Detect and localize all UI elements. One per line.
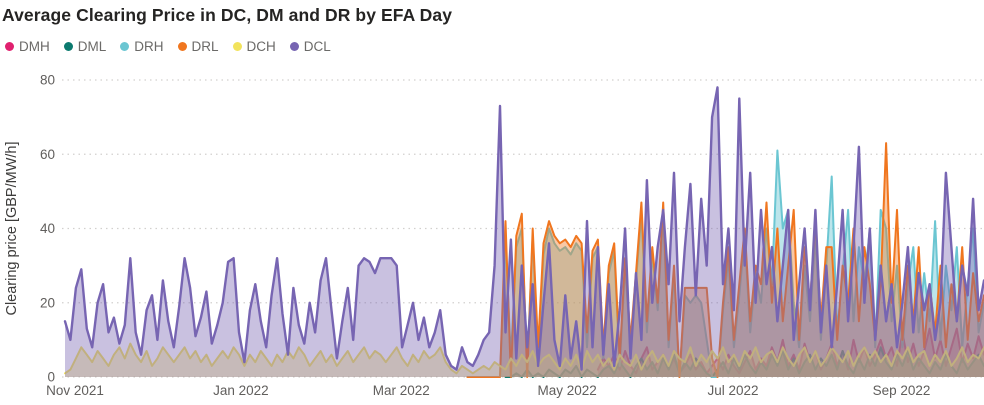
legend-label-DML: DML bbox=[77, 39, 107, 54]
series-line-DRL bbox=[466, 142, 984, 378]
legend-item-DCL[interactable]: DCL bbox=[289, 39, 331, 54]
x-tick-label-jan-2022: Jan 2022 bbox=[213, 383, 269, 398]
legend-item-DCH[interactable]: DCH bbox=[232, 39, 276, 54]
legend-item-DMH[interactable]: DMH bbox=[5, 39, 50, 54]
legend-dot-DCL bbox=[289, 42, 299, 51]
legend-label-DRL: DRL bbox=[191, 39, 219, 54]
legend-dot-DRL bbox=[177, 42, 187, 51]
legend-dot-DMH bbox=[5, 42, 14, 51]
y-tick-label-60: 60 bbox=[40, 147, 55, 162]
y-tick-label-80: 80 bbox=[40, 73, 55, 88]
series-line-DCH bbox=[64, 342, 984, 375]
legend-dot-DRH bbox=[120, 42, 130, 51]
x-tick-label-nov-2021: Nov 2021 bbox=[46, 383, 104, 398]
y-tick-label-40: 40 bbox=[40, 221, 55, 236]
x-tick-label-may-2022: May 2022 bbox=[537, 383, 596, 398]
legend-label-DMH: DMH bbox=[19, 39, 50, 54]
x-tick-label-sep-2022: Sep 2022 bbox=[873, 383, 931, 398]
legend-dot-DCH bbox=[232, 42, 242, 51]
legend-label-DCH: DCH bbox=[246, 39, 276, 54]
series-area-DRH bbox=[467, 150, 984, 377]
legend-dot-DML bbox=[63, 42, 73, 51]
legend-item-DML[interactable]: DML bbox=[63, 39, 107, 54]
x-tick-label-mar-2022: Mar 2022 bbox=[373, 383, 430, 398]
chart-legend: DMH DML DRH DRL DCH DCL bbox=[5, 39, 331, 54]
series-area-DRL bbox=[467, 143, 984, 377]
legend-item-DRL[interactable]: DRL bbox=[177, 39, 219, 54]
legend-item-DRH[interactable]: DRH bbox=[120, 39, 164, 54]
y-tick-label-20: 20 bbox=[40, 295, 55, 310]
series-line-DML bbox=[504, 346, 984, 378]
x-tick-label-jul-2022: Jul 2022 bbox=[707, 383, 758, 398]
legend-label-DCL: DCL bbox=[303, 39, 331, 54]
chart-title: Average Clearing Price in DC, DM and DR … bbox=[2, 5, 453, 25]
y-tick-label-0: 0 bbox=[47, 370, 55, 385]
series-line-DCL bbox=[63, 86, 984, 371]
y-axis-title: Clearing price [GBP/MW/h] bbox=[4, 141, 20, 315]
legend-label-DRH: DRH bbox=[134, 39, 164, 54]
